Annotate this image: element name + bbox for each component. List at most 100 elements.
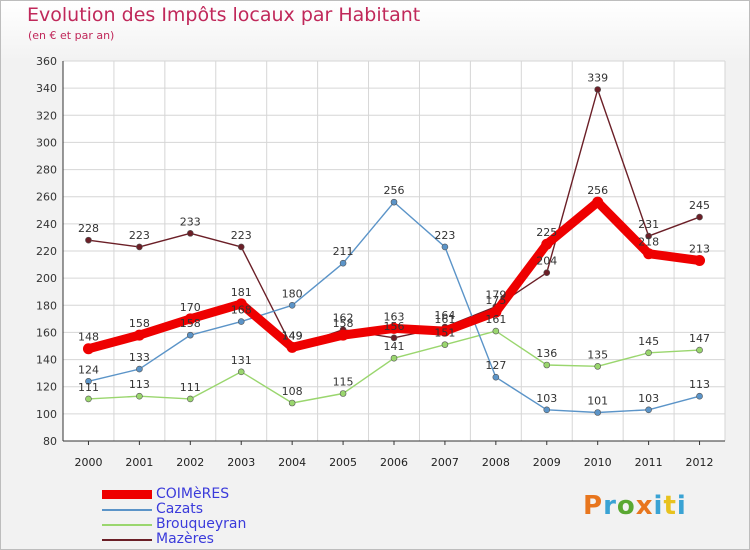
grid — [62, 60, 726, 442]
logo-letter: o — [616, 491, 636, 521]
data-point — [594, 86, 601, 93]
logo-letter: i — [653, 491, 664, 521]
data-point — [696, 346, 703, 354]
x-tick-label: 2002 — [176, 456, 204, 469]
data-point — [696, 213, 703, 221]
x-tick-label: 2012 — [686, 456, 714, 469]
data-point — [594, 363, 601, 370]
data-label: 124 — [78, 363, 99, 376]
data-point — [492, 327, 500, 335]
legend: COIMèRES Cazats Brouqueyran Mazères — [102, 487, 246, 547]
legend-item-coimeres[interactable]: COIMèRES — [102, 487, 246, 502]
logo-letter: r — [603, 491, 617, 521]
data-point — [388, 322, 400, 334]
data-label: 170 — [180, 301, 201, 314]
data-point — [337, 329, 349, 341]
data-point — [235, 298, 247, 310]
x-tick-label: 2011 — [635, 456, 663, 469]
chart-subtitle: (en € et par an) — [28, 29, 115, 42]
data-label: 181 — [231, 286, 252, 299]
x-tick-label: 2000 — [74, 456, 102, 469]
data-point — [136, 392, 143, 400]
data-label: 131 — [231, 354, 252, 367]
data-label: 113 — [129, 378, 150, 391]
data-label: 103 — [638, 392, 659, 405]
y-tick-label: 260 — [36, 191, 57, 204]
data-point — [288, 399, 296, 407]
x-tick-label: 2006 — [380, 456, 408, 469]
data-label: 141 — [384, 340, 405, 353]
y-tick-label: 300 — [36, 136, 57, 149]
data-point — [187, 230, 194, 237]
y-tick-label: 120 — [36, 381, 57, 394]
data-label: 256 — [587, 184, 608, 197]
data-point — [490, 306, 502, 318]
data-point — [645, 232, 652, 240]
data-label: 161 — [434, 313, 455, 326]
data-label: 233 — [180, 215, 201, 228]
data-point — [543, 406, 551, 414]
data-point — [643, 248, 655, 260]
data-point — [286, 341, 298, 353]
data-label: 149 — [282, 329, 303, 342]
data-label: 204 — [536, 255, 557, 268]
x-tick-label: 2005 — [329, 456, 357, 469]
data-point — [187, 331, 194, 339]
data-point — [237, 318, 245, 325]
data-point — [541, 238, 553, 250]
data-point — [237, 368, 245, 376]
data-label: 147 — [689, 332, 710, 345]
data-label: 151 — [434, 327, 455, 340]
legend-swatch — [102, 490, 152, 499]
data-point — [184, 313, 196, 325]
data-label: 179 — [485, 289, 506, 302]
data-label: 115 — [333, 376, 354, 389]
data-label: 135 — [587, 348, 608, 361]
data-label: 149 — [282, 329, 303, 342]
data-point — [439, 325, 451, 337]
legend-item-cazats[interactable]: Cazats — [102, 502, 246, 517]
data-point — [594, 409, 601, 416]
data-label: 162 — [333, 312, 354, 325]
data-label: 156 — [384, 320, 405, 333]
data-label: 231 — [638, 218, 659, 231]
x-tick-label: 2009 — [533, 456, 561, 469]
data-point — [592, 196, 604, 208]
y-tick-label: 280 — [36, 164, 57, 177]
y-tick-label: 160 — [36, 326, 57, 339]
data-point — [441, 243, 449, 251]
data-label: 223 — [129, 229, 150, 242]
chart-title: Evolution des Impôts locaux par Habitant — [27, 4, 421, 26]
legend-item-brouqueyran[interactable]: Brouqueyran — [102, 517, 246, 532]
data-point — [390, 354, 398, 362]
data-label: 136 — [536, 347, 557, 360]
y-tick-label: 80 — [43, 435, 57, 448]
data-point — [390, 334, 398, 342]
data-label: 245 — [689, 199, 710, 212]
data-point — [85, 236, 92, 244]
legend-label: Brouqueyran — [156, 516, 247, 532]
data-label: 164 — [434, 309, 455, 322]
data-point — [237, 243, 245, 251]
y-tick-label: 320 — [36, 109, 57, 122]
y-tick-label: 100 — [36, 408, 57, 421]
legend-item-mazeres[interactable]: Mazères — [102, 532, 246, 547]
x-tick-label: 2003 — [227, 456, 255, 469]
data-point — [441, 341, 449, 348]
data-label: 111 — [180, 381, 201, 394]
legend-swatch — [102, 523, 152, 526]
logo-letter: P — [583, 491, 604, 521]
data-label: 339 — [587, 72, 608, 85]
axes: 80 100 120 140 160 180 200 220 240 260 280 300 320 34… — [36, 55, 725, 469]
data-label: 145 — [638, 335, 659, 348]
data-label: 168 — [231, 304, 252, 317]
x-tick-label: 2010 — [584, 456, 612, 469]
data-label: 223 — [434, 229, 455, 242]
legend-label: Cazats — [156, 501, 204, 517]
data-point — [492, 373, 500, 381]
y-tick-label: 200 — [36, 272, 57, 285]
data-label: 161 — [485, 313, 506, 326]
data-point — [339, 390, 347, 397]
